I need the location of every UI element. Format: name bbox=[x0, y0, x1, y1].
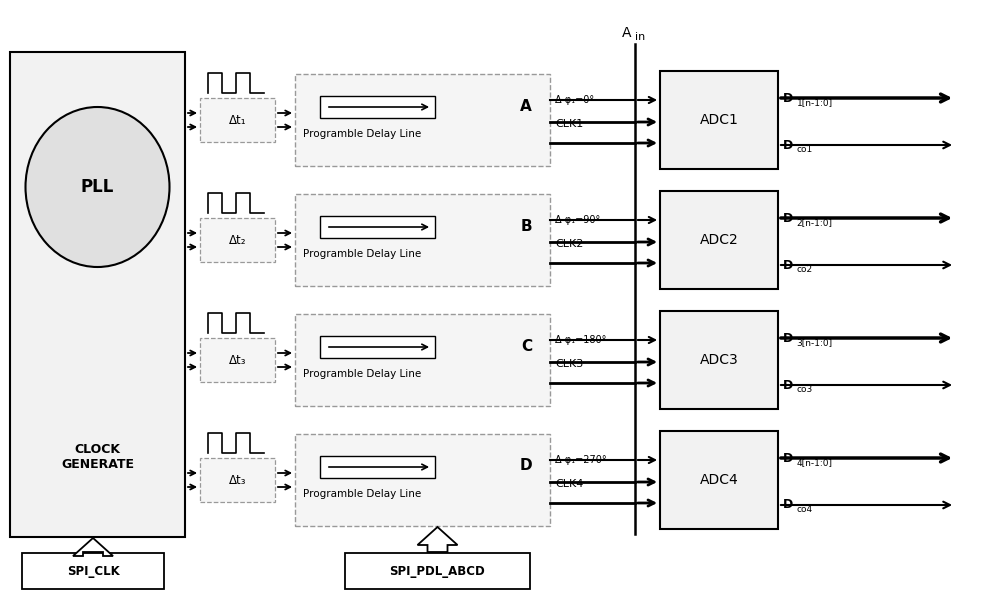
Bar bbox=[660, 71, 778, 169]
Bar bbox=[660, 431, 778, 529]
Text: D: D bbox=[783, 211, 793, 224]
Text: 2[n-1:0]: 2[n-1:0] bbox=[796, 218, 832, 227]
Text: SPI_CLK: SPI_CLK bbox=[67, 565, 119, 578]
Text: C: C bbox=[521, 339, 532, 353]
Text: A: A bbox=[622, 26, 631, 40]
Bar bbox=[660, 311, 778, 409]
Bar bbox=[320, 336, 435, 358]
Text: 4[n-1:0]: 4[n-1:0] bbox=[796, 458, 832, 467]
Text: co3: co3 bbox=[796, 384, 813, 394]
Bar bbox=[320, 456, 435, 478]
Text: co1: co1 bbox=[796, 144, 813, 153]
Text: D: D bbox=[783, 259, 793, 272]
Bar bbox=[200, 98, 275, 142]
Text: Programble Delay Line: Programble Delay Line bbox=[303, 489, 421, 499]
Text: CLK3: CLK3 bbox=[555, 359, 583, 369]
Text: Δ φ₁=90°: Δ φ₁=90° bbox=[555, 215, 600, 225]
Text: Programble Delay Line: Programble Delay Line bbox=[303, 249, 421, 259]
Bar bbox=[295, 314, 550, 406]
Text: 1[n-1:0]: 1[n-1:0] bbox=[796, 98, 833, 107]
Text: D: D bbox=[783, 378, 793, 391]
Text: D: D bbox=[783, 452, 793, 465]
Text: in: in bbox=[635, 32, 645, 42]
Text: 3[n-1:0]: 3[n-1:0] bbox=[796, 338, 833, 347]
Text: D: D bbox=[783, 498, 793, 511]
Ellipse shape bbox=[26, 107, 170, 267]
Text: Δt₃: Δt₃ bbox=[229, 474, 246, 487]
Bar bbox=[22, 553, 164, 589]
Text: Δt₁: Δt₁ bbox=[229, 114, 246, 127]
Text: D: D bbox=[519, 458, 532, 474]
Text: Δ φ₁=270°: Δ φ₁=270° bbox=[555, 455, 607, 465]
Text: CLK2: CLK2 bbox=[555, 239, 583, 249]
Text: ADC4: ADC4 bbox=[700, 473, 738, 487]
Bar bbox=[345, 553, 530, 589]
Bar bbox=[660, 191, 778, 289]
Text: SPI_PDL_ABCD: SPI_PDL_ABCD bbox=[390, 565, 485, 578]
Text: D: D bbox=[783, 139, 793, 152]
Text: co2: co2 bbox=[796, 265, 813, 274]
Bar bbox=[295, 74, 550, 166]
Text: B: B bbox=[520, 218, 532, 233]
Bar bbox=[200, 458, 275, 502]
Bar bbox=[10, 52, 185, 537]
Text: Δ φ₁=180°: Δ φ₁=180° bbox=[555, 335, 606, 345]
Bar bbox=[295, 194, 550, 286]
Bar bbox=[295, 434, 550, 526]
Text: Programble Delay Line: Programble Delay Line bbox=[303, 369, 421, 379]
Bar bbox=[320, 96, 435, 118]
Text: PLL: PLL bbox=[81, 178, 114, 196]
Text: D: D bbox=[783, 92, 793, 105]
Text: A: A bbox=[520, 98, 532, 114]
Text: ADC1: ADC1 bbox=[700, 113, 738, 127]
Text: ADC2: ADC2 bbox=[700, 233, 738, 247]
Bar bbox=[200, 338, 275, 382]
Text: Programble Delay Line: Programble Delay Line bbox=[303, 129, 421, 139]
Text: ADC3: ADC3 bbox=[700, 353, 738, 367]
Bar bbox=[200, 218, 275, 262]
Text: Δt₂: Δt₂ bbox=[229, 233, 246, 246]
Polygon shape bbox=[418, 527, 458, 552]
Polygon shape bbox=[73, 538, 113, 556]
Text: D: D bbox=[783, 332, 793, 345]
Text: co4: co4 bbox=[796, 504, 813, 513]
Text: CLK1: CLK1 bbox=[555, 119, 583, 129]
Bar bbox=[320, 216, 435, 238]
Text: Δ φ₁=0°: Δ φ₁=0° bbox=[555, 95, 594, 105]
Text: Δt₃: Δt₃ bbox=[229, 353, 246, 366]
Text: CLOCK
GENERATE: CLOCK GENERATE bbox=[61, 443, 134, 471]
Text: CLK4: CLK4 bbox=[555, 479, 583, 489]
